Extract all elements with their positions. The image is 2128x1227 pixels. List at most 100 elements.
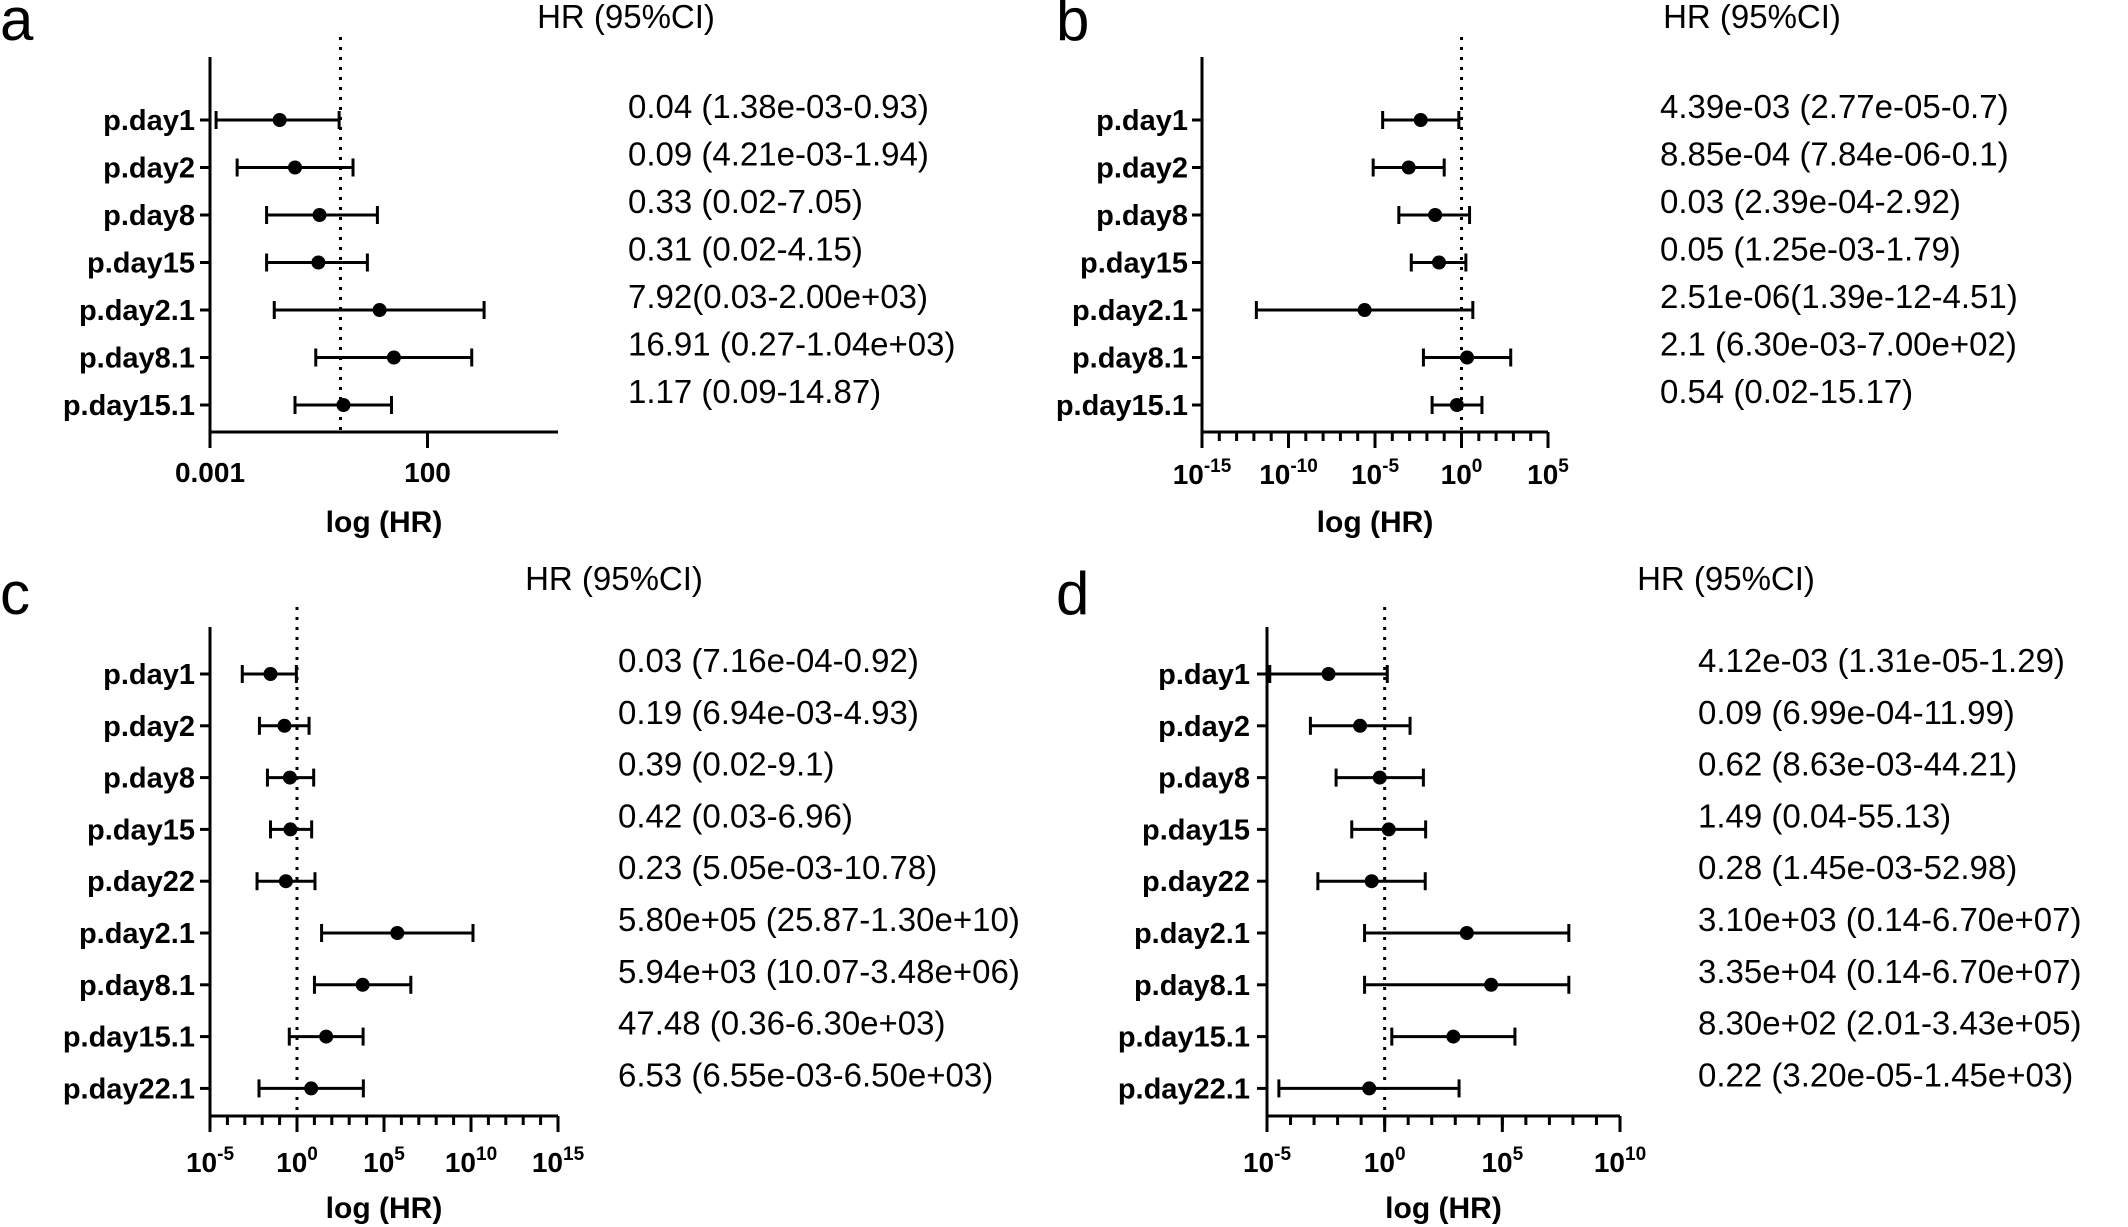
hr-ci-text: 1.49 (0.04-55.13) [1698,797,1951,834]
panel-letter-d: d [1056,560,1089,627]
row-label: p.day8 [103,200,195,232]
panel-b: b HR (95%CI) 10-15 10-10 10-5 100 105 log (HR) p… [1056,0,2018,539]
hr-point [319,1029,334,1044]
hr-ci-text: 0.39 (0.02-9.1) [618,746,834,783]
x-tick-label: 105 [1527,456,1569,490]
hr-ci-text: 5.94e+03 (10.07-3.48e+06) [618,953,1020,990]
row-label: p.day15.1 [63,1022,195,1054]
hr-ci-text: 0.09 (4.21e-03-1.94) [628,136,929,173]
x-axis-title: log (HR) [326,506,443,539]
hr-point [372,303,387,317]
panel-d: d HR (95%CI) 10-5 100 105 1010 log (HR) p.day1 4… [1056,560,2081,1225]
x-tick-label: 100 [404,457,451,488]
row-label: p.day8.1 [79,343,195,375]
row-label: p.day15.1 [1056,390,1188,422]
hr-point [1362,1081,1377,1096]
hr-point [1353,718,1368,733]
hr-point [277,718,292,733]
hr-point [1413,113,1428,127]
hr-point [282,770,297,785]
x-tick-label: 100 [1364,1144,1406,1178]
panel-c: c HR (95%CI) 10-5 100 105 1010 1015 log (HR) p.d… [0,560,1020,1225]
hr-point [283,822,298,837]
x-tick-label: 105 [363,1144,405,1178]
row-label: p.day15 [1142,814,1250,846]
hr-ci-text: 0.33 (0.02-7.05) [628,183,863,220]
hr-header: HR (95%CI) [1637,560,1815,597]
panel-letter-b: b [1056,0,1089,53]
row-label: p.day1 [103,105,195,137]
x-tick-label: 10-10 [1259,456,1318,490]
row-label: p.day22.1 [63,1073,195,1105]
x-tick-label: 10-5 [186,1144,234,1178]
row-label: p.day2 [1158,711,1250,743]
hr-header: HR (95%CI) [1663,0,1841,35]
hr-ci-text: 2.1 (6.30e-03-7.00e+02) [1660,326,2017,363]
hr-point [288,160,303,175]
row-label: p.day1 [1096,105,1188,137]
hr-ci-text: 0.42 (0.03-6.96) [618,797,853,834]
hr-ci-text: 0.03 (2.39e-04-2.92) [1660,183,1961,220]
hr-point [304,1081,319,1096]
hr-point [1357,303,1372,317]
hr-point [272,113,287,127]
x-tick-label: 105 [1481,1144,1523,1178]
row-label: p.day2 [1096,153,1188,185]
hr-ci-text: 1.17 (0.09-14.87) [628,373,881,410]
hr-ci-text: 5.80e+05 (25.87-1.30e+10) [618,901,1020,938]
hr-point [390,926,405,940]
hr-ci-text: 0.19 (6.94e-03-4.93) [618,694,919,731]
x-tick-label: 1010 [1594,1144,1646,1178]
hr-ci-text: 0.22 (3.20e-05-1.45e+03) [1698,1056,2073,1093]
hr-point [1428,208,1443,222]
row-label: p.day1 [103,659,195,691]
hr-ci-text: 3.10e+03 (0.14-6.70e+07) [1698,901,2081,938]
hr-ci-text: 47.48 (0.36-6.30e+03) [618,1005,946,1042]
hr-point [263,667,278,681]
x-tick-label: 10-15 [1173,456,1232,490]
row-label: p.day2 [103,711,195,743]
hr-point [1372,770,1387,785]
row-label: p.day8 [1096,200,1188,232]
hr-point [386,350,401,365]
x-tick-label: 0.001 [175,457,245,488]
hr-ci-text: 0.28 (1.45e-03-52.98) [1698,849,2017,886]
hr-ci-text: 0.09 (6.99e-04-11.99) [1698,694,2015,731]
x-tick-label: 100 [1441,456,1483,490]
row-label: p.day2.1 [1072,295,1188,327]
hr-point [1431,255,1446,270]
x-axis-title: log (HR) [1385,1192,1502,1225]
row-label: p.day15 [87,248,195,280]
row-label: p.day22 [87,866,195,898]
hr-ci-text: 0.54 (0.02-15.17) [1660,373,1913,410]
hr-point [355,977,370,992]
row-label: p.day22.1 [1118,1073,1250,1105]
hr-point [1381,822,1396,837]
hr-ci-text: 8.85e-04 (7.84e-06-0.1) [1660,136,2009,173]
hr-point [1401,160,1416,175]
panel-letter-c: c [0,560,30,627]
hr-ci-text: 0.23 (5.05e-03-10.78) [618,849,937,886]
hr-header: HR (95%CI) [525,560,703,597]
hr-ci-text: 0.31 (0.02-4.15) [628,231,863,268]
hr-header: HR (95%CI) [537,0,715,35]
hr-point [1364,874,1379,889]
hr-point [278,874,293,889]
x-tick-label: 10-5 [1351,456,1399,490]
row-label: p.day8.1 [79,970,195,1002]
x-tick-label: 1015 [532,1144,585,1178]
hr-point [312,208,327,222]
hr-ci-text: 0.04 (1.38e-03-0.93) [628,88,929,125]
hr-point [1321,667,1336,681]
hr-ci-text: 6.53 (6.55e-03-6.50e+03) [618,1056,993,1093]
hr-ci-text: 0.05 (1.25e-03-1.79) [1660,231,1961,268]
hr-point [1446,1029,1461,1044]
hr-point [1449,398,1464,412]
hr-ci-text: 16.91 (0.27-1.04e+03) [628,326,956,363]
x-axis-title: log (HR) [1317,506,1434,539]
x-tick-label: 100 [276,1144,318,1178]
row-label: p.day15.1 [63,390,195,422]
hr-ci-text: 2.51e-06(1.39e-12-4.51) [1660,278,2018,315]
